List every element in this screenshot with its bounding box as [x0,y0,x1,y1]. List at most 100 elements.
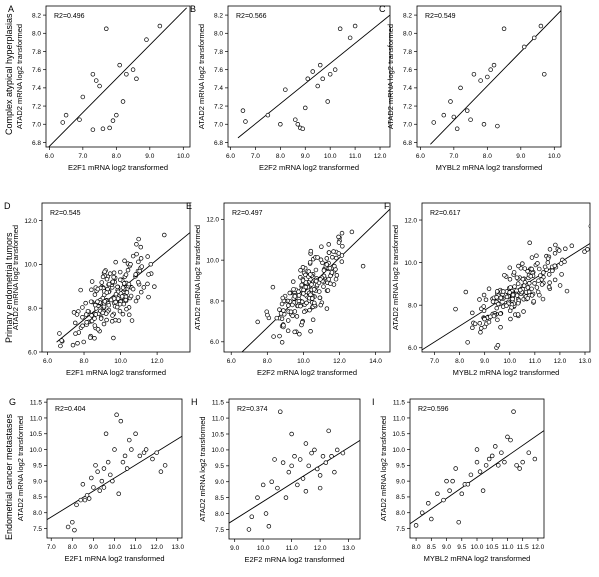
data-point [128,293,134,299]
data-point [265,312,270,318]
data-point [246,527,252,532]
x-tick-label: 13.0 [579,358,592,365]
y-tick-label: 8.5 [396,494,405,501]
data-point [114,304,120,310]
data-point [306,463,311,469]
y-tick-label: 6.0 [210,339,219,346]
data-point [535,261,540,266]
data-point [295,482,300,488]
data-point [478,330,483,335]
y-tick-label: 7.2 [214,103,223,110]
data-point [133,298,139,304]
data-point [138,256,144,261]
data-point [309,282,314,287]
data-point [559,272,564,277]
data-point [93,463,98,468]
data-point [72,320,78,326]
r2-label: R2=0.374 [237,406,268,413]
data-point [471,71,477,77]
data-point [157,23,163,29]
data-point [80,323,85,329]
data-point [146,294,151,300]
data-point [121,281,127,286]
data-point [588,224,590,229]
y-tick-label: 8.2 [214,12,223,19]
data-point [326,428,331,434]
x-axis-label: E2F1 mRNA log2 transformed [68,163,168,172]
data-point [80,315,85,320]
data-point [482,316,487,322]
data-point [74,502,79,508]
data-point [144,37,149,42]
data-point [126,281,132,287]
data-point [102,269,107,274]
x-tick-label: 10.0 [177,153,190,160]
data-point [318,257,324,263]
y-tick-label: 10.0 [24,262,37,269]
y-tick-label: 8.5 [215,495,224,502]
data-point [240,108,246,113]
data-point [532,456,538,462]
data-point [135,295,141,300]
data-point [120,459,126,465]
data-point [243,119,248,124]
data-point [502,459,507,465]
data-point [110,118,116,123]
data-point [107,125,112,131]
panel-letter: A [8,4,14,14]
regression-line [410,430,544,525]
y-axis-label: ATAD2 mRNA log2 transformed [16,416,25,521]
data-point [315,255,320,260]
data-point [508,285,513,290]
y-tick-label: 10.0 [404,260,417,267]
y-tick-label: 7.0 [403,122,412,129]
data-point [59,338,64,343]
regression-line [237,14,390,139]
r2-label: R2=0.549 [425,13,456,20]
data-point [465,482,471,487]
data-point [308,272,313,277]
data-point [114,412,119,418]
data-point [313,278,319,284]
x-tick-label: 11.5 [517,544,530,551]
data-point [323,460,329,465]
y-tick-label: 11.5 [212,399,225,406]
r2-label: R2=0.404 [55,406,86,413]
data-point [162,463,168,468]
data-point [538,23,544,29]
data-point [515,300,521,306]
data-point [312,447,317,453]
x-axis-label: E2F2 mRNA log2 transformed [259,163,359,172]
y-axis-label: ATAD2 mRNA log2 transformed [11,225,20,330]
data-point [317,295,323,301]
data-point [162,232,167,238]
data-point [270,284,276,290]
data-point [491,313,497,319]
data-point [336,251,341,256]
data-point [517,287,523,293]
data-point [564,288,570,294]
data-point [97,488,102,493]
y-tick-label: 6.0 [408,345,417,352]
data-point [360,263,366,269]
data-point [454,126,460,132]
plot-area [430,10,561,145]
data-point [521,309,526,314]
x-tick-label: 12.0 [150,544,163,551]
data-point [90,127,96,132]
plot-frame [421,202,591,353]
data-point [552,251,558,256]
data-point [115,284,120,290]
data-point [120,311,126,317]
data-point [474,447,480,452]
data-point [78,497,83,503]
data-point [115,296,121,301]
x-tick-label: 10.0 [114,358,127,365]
data-point [332,67,338,72]
data-point [101,321,107,327]
x-tick-label: 6.0 [43,358,52,365]
data-point [117,62,122,68]
x-tick-label: 9.0 [89,544,98,551]
data-point [296,289,301,294]
data-point [495,123,500,129]
